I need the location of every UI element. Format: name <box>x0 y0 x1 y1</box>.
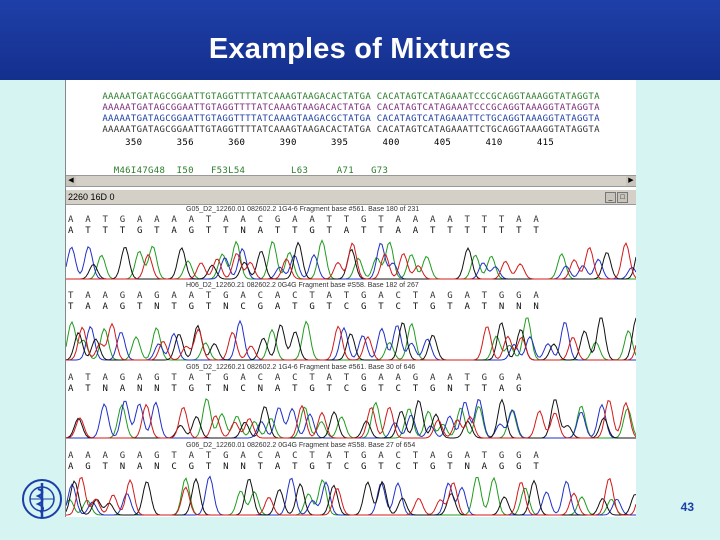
alignment-row: AAAAATGATAGCGGAATTGTAGGTTTTATCAAAGTAAGAC… <box>68 104 600 134</box>
base-calls: T A A G A G A A T G A C A C T A T G A C … <box>68 291 543 301</box>
trace-panel-titlebar: 2260 16D 0 _ □ <box>66 190 636 205</box>
alignment-panel: AAAAATGATAGCGGAATTGTAGGTTTTATCAAAGTAAGAC… <box>66 80 636 176</box>
trace-line <box>66 242 636 280</box>
trace-panel-title: 2260 16D 0 <box>68 192 115 202</box>
trace-line <box>66 399 636 439</box>
base-calls: A A A G A G T A T G A C A C T A T G A C … <box>68 451 543 461</box>
chromatogram-trace: G06_D2_12260.01 082602.2 0G4G Fragment b… <box>66 442 636 517</box>
arrow-left-icon[interactable]: ◀ <box>66 176 76 186</box>
trace-line <box>66 322 636 361</box>
mutation-annotations: M46I47G48 I50 F53L54 L63 A71 G73 <box>68 156 388 186</box>
maximize-icon[interactable]: □ <box>617 192 628 203</box>
alignment-row: AAAAATGATAGCGGAATTGTAGGTTTTATCAAAGTAAGAC… <box>68 93 600 123</box>
slide-title: Examples of Mixtures <box>208 33 512 65</box>
trace-waveform <box>66 398 636 439</box>
arrow-right-icon[interactable]: ▶ <box>626 176 636 186</box>
base-calls-alt: T A A G T N T G T N C G A T G T C G T C … <box>68 302 543 312</box>
alignment-row-text: AAAAATGATAGCGGAATTGTAGGTTTTATCAAAGTAAGAC… <box>102 114 600 124</box>
trace-line <box>66 477 636 516</box>
sequence-viewer: AAAAATGATAGCGGAATTGTAGGTTTTATCAAAGTAAGAC… <box>65 80 636 517</box>
trace-line <box>66 475 636 516</box>
base-calls-alt: A G T N A N C G T N N T A T G T C G T C … <box>68 462 543 472</box>
alignment-row-text: AAAAATGATAGCGGAATTGTAGGTTTTATCAAAGTAAGAC… <box>102 92 600 102</box>
base-calls-alt: A T T T G T A G T T N A T T G T A T T A … <box>68 226 543 236</box>
trace-line <box>66 476 636 516</box>
trace-waveform <box>66 475 636 516</box>
trace-header: H06_D2_12260.21 082602.2 0G4G Fragment b… <box>186 282 419 289</box>
title-bar <box>0 0 720 80</box>
trace-waveform <box>66 317 636 361</box>
who-emblem-icon <box>22 479 62 519</box>
trace-line <box>66 319 636 361</box>
minimize-icon[interactable]: _ <box>605 192 616 203</box>
alignment-row: AAAAATGATAGCGGAATTGTAGGTTTTATCAAAGTAAGAC… <box>68 115 600 145</box>
chromatogram-trace: H06_D2_12260.21 082602.2 0G4G Fragment b… <box>66 282 636 362</box>
base-calls: A A T G A A A A T A A C G A A T T G T A … <box>68 215 543 225</box>
annotation-text: M46I47G48 I50 F53L54 L63 A71 G73 <box>102 166 389 176</box>
chromatogram-trace: G05_D2_12260.21 082602.2 1G4-6 Fragment … <box>66 364 636 440</box>
base-calls: A T A G A G T A T G A C A C T A T G A A … <box>68 373 525 383</box>
ruler-text: 350 356 360 390 395 400 405 410 415 <box>102 138 555 148</box>
alignment-row-text: AAAAATGATAGCGGAATTGTAGGTTTTATCAAAGTAAGAC… <box>102 103 600 113</box>
alignment-row: AAAAATGATAGCGGAATTGTAGGTTTTATCAAAGTAAGAC… <box>68 82 600 112</box>
alignment-row-text: AAAAATGATAGCGGAATTGTAGGTTTTATCAAAGTAAGAC… <box>102 125 600 135</box>
trace-waveform <box>66 239 636 280</box>
chromatogram-trace: G05_D2_12260.01 082602.2 1G4-6 Fragment … <box>66 206 636 281</box>
base-calls-alt: A T N A N N T G T N C N A T G T C G T C … <box>68 384 525 394</box>
horizontal-scrollbar[interactable]: ◀ ▶ <box>66 175 636 187</box>
trace-header: G06_D2_12260.01 082602.2 0G4G Fragment b… <box>186 442 416 449</box>
trace-header: G05_D2_12260.21 082602.2 1G4-6 Fragment … <box>186 364 416 371</box>
ruler: 350 356 360 390 395 400 405 410 415 <box>68 128 554 158</box>
trace-header: G05_D2_12260.01 082602.2 1G4-6 Fragment … <box>186 206 420 213</box>
page-number: 43 <box>680 500 694 514</box>
